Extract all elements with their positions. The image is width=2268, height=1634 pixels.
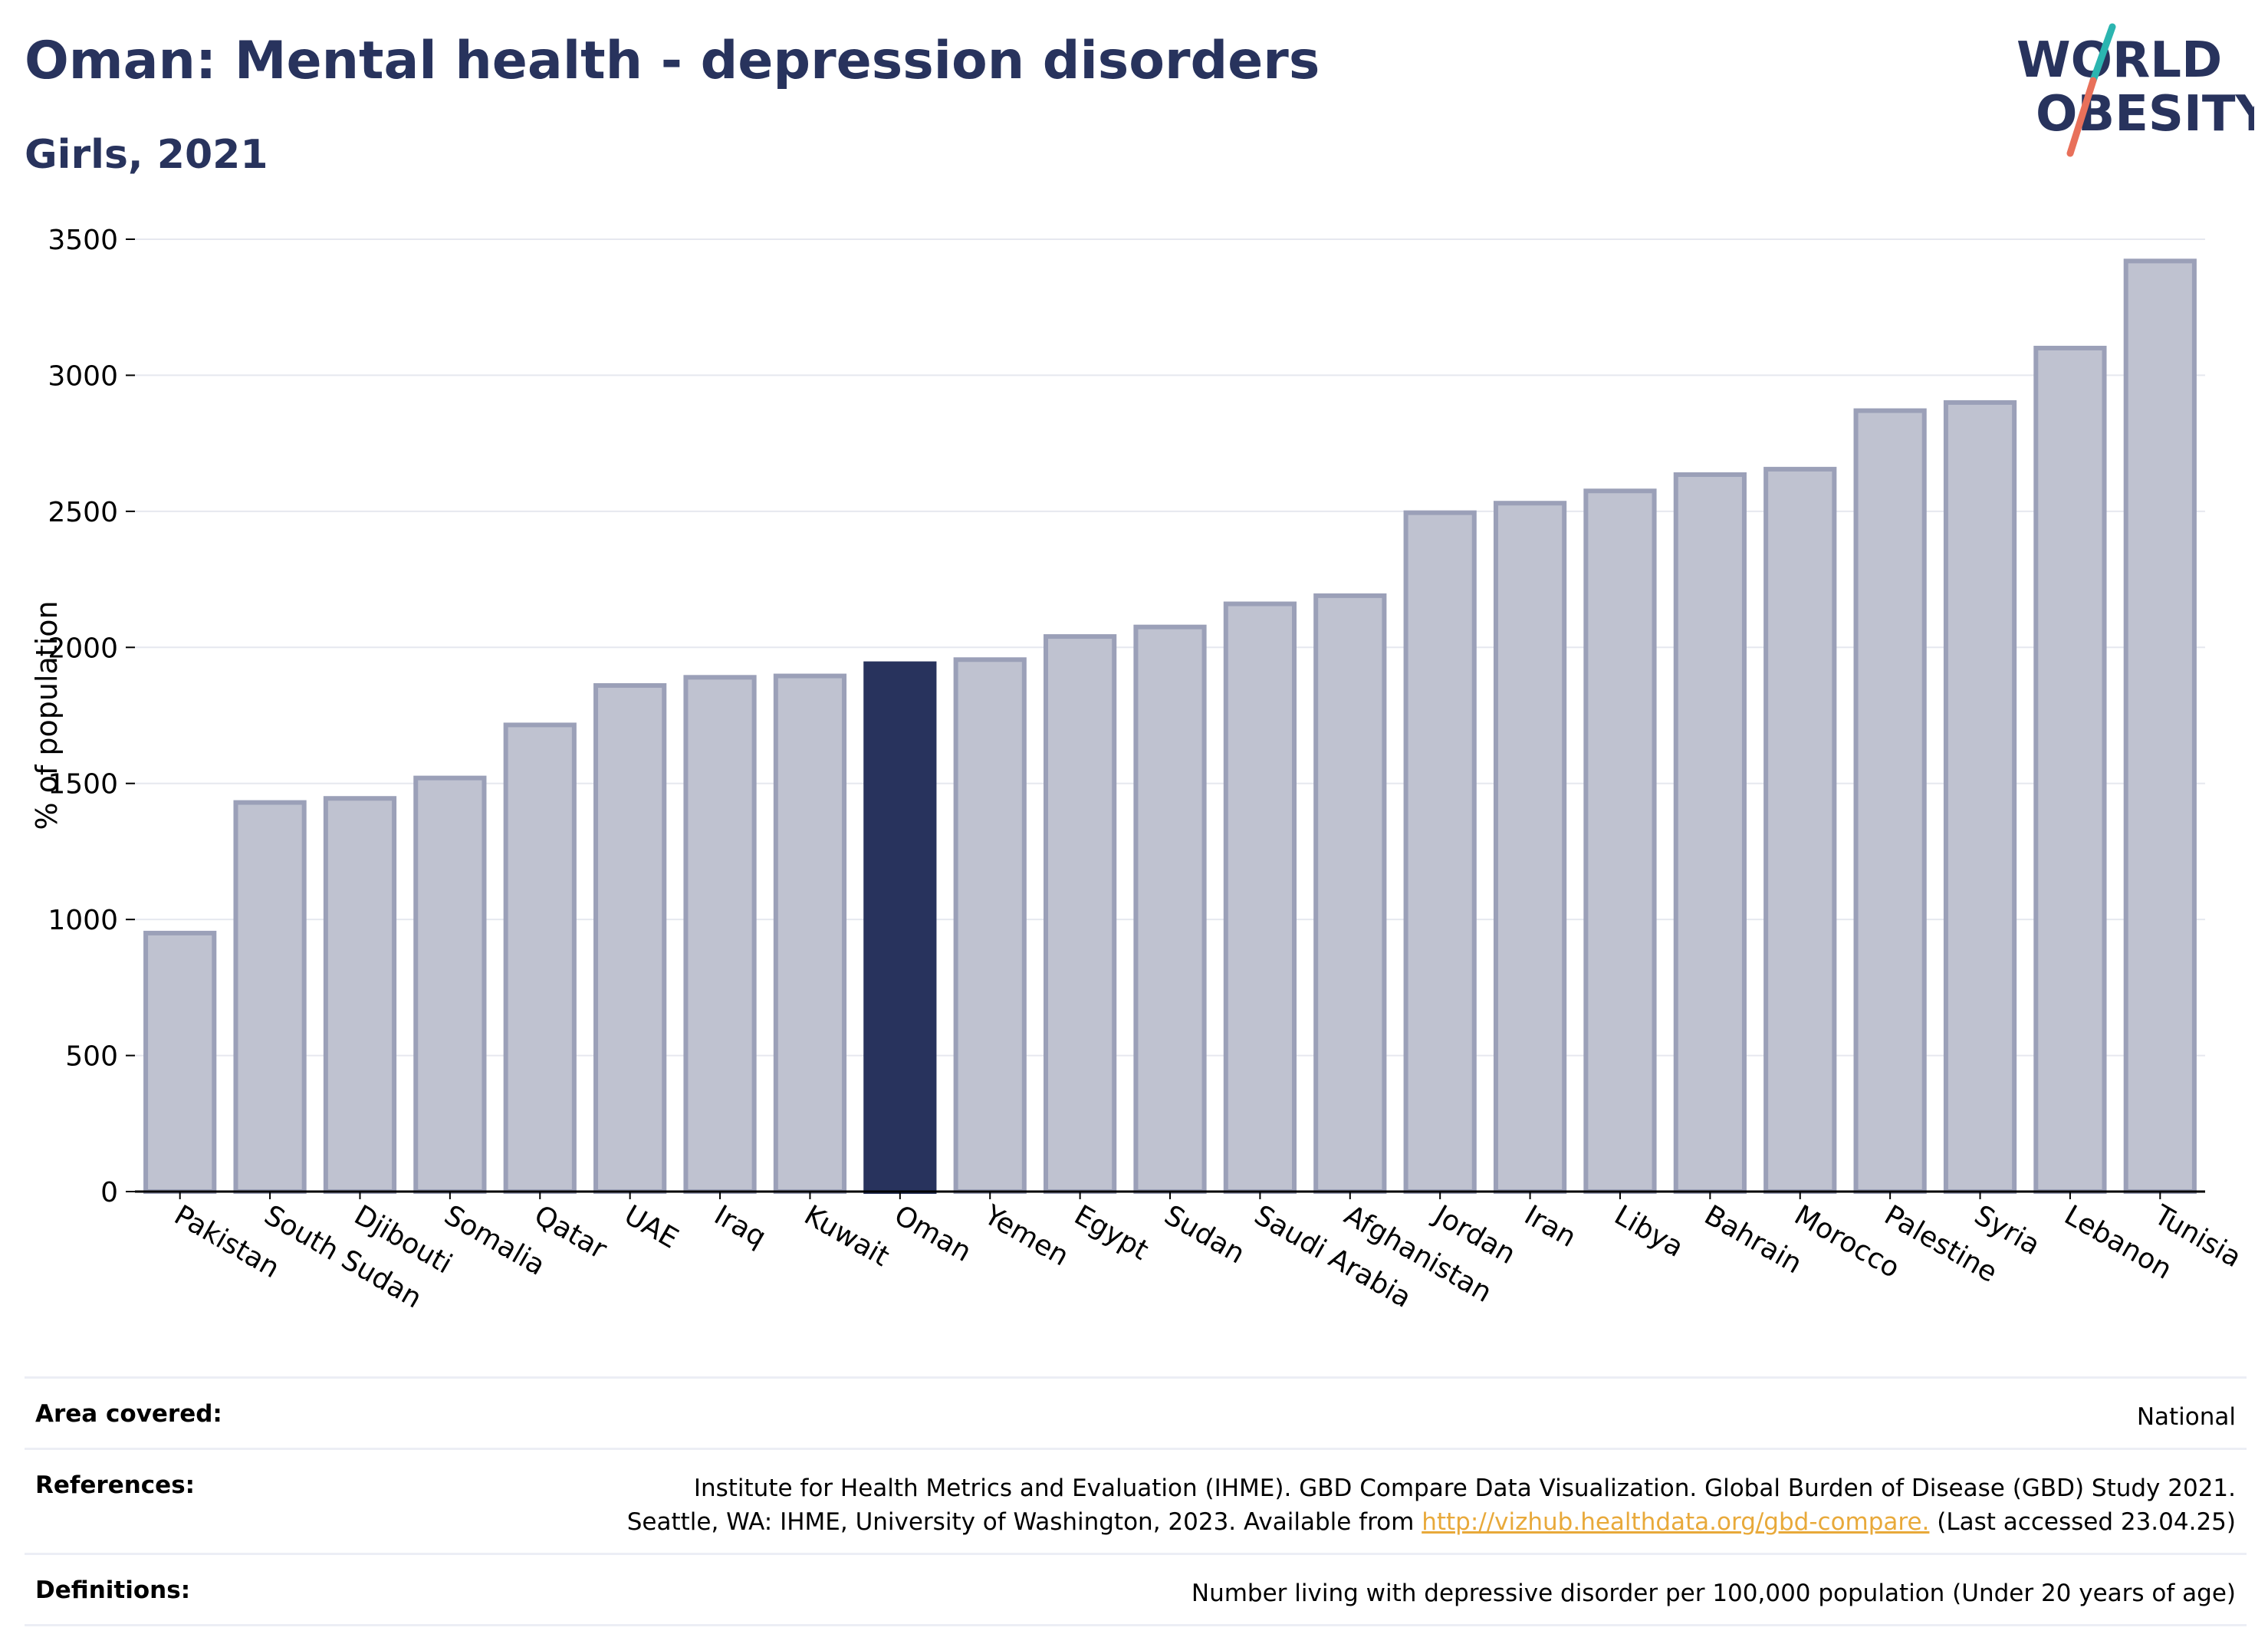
bar-yemen [953, 657, 1027, 1194]
bars [143, 258, 2197, 1195]
y-axis-label: % of population [30, 600, 64, 830]
info-row-area: Area covered: National [25, 1376, 2247, 1448]
y-tick-label: 1500 [48, 769, 118, 801]
x-tick-label-oman: Oman [889, 1199, 976, 1268]
bar-libya [1583, 488, 1657, 1194]
y-tick-label: 500 [65, 1041, 118, 1073]
references-label: References: [35, 1471, 196, 1499]
bar-iraq [683, 675, 757, 1194]
bar-djibouti [323, 796, 397, 1194]
y-tick-label: 3000 [48, 360, 118, 392]
y-tick-label: 2000 [48, 633, 118, 664]
bar-afghanistan [1313, 593, 1387, 1194]
info-row-references: References: Institute for Health Metrics… [25, 1448, 2247, 1553]
bar-syria [1943, 399, 2017, 1194]
definitions-value: Number living with depressive disorder p… [1191, 1580, 2236, 1607]
references-line1: Institute for Health Metrics and Evaluat… [693, 1475, 2236, 1502]
x-tick-label-sudan: Sudan [1159, 1199, 1251, 1270]
x-tick-label-iraq: Iraq [709, 1199, 771, 1254]
x-tick-label-somalia: Somalia [439, 1199, 550, 1282]
x-tick-label-iran: Iran [1519, 1199, 1581, 1254]
x-tick-label-libya: Libya [1609, 1199, 1688, 1264]
info-table: Area covered: National References: Insti… [25, 1376, 2247, 1626]
x-tick-label-uae: UAE [619, 1199, 683, 1254]
bar-chart: 0 500 1000 1500 2000 2500 3000 3500 PakistanSou… [30, 225, 2247, 1315]
bar-oman [863, 661, 937, 1194]
bar-uae [593, 682, 667, 1194]
references-link[interactable]: http://vizhub.healthdata.org/gbd-compare… [1422, 1508, 1930, 1536]
bar-pakistan [143, 930, 217, 1195]
info-row-definitions: Definitions: Number living with depressi… [25, 1553, 2247, 1626]
bar-iran [1493, 501, 1567, 1194]
definitions-label: Definitions: [35, 1576, 191, 1604]
logo-line1: WORLD [2017, 32, 2222, 89]
bar-sudan [1133, 624, 1207, 1194]
area-label: Area covered: [35, 1400, 222, 1428]
bar-somalia [413, 775, 487, 1194]
bar-kuwait [773, 673, 847, 1194]
y-tick-label: 3500 [48, 225, 118, 256]
x-tick-label-bahrain: Bahrain [1699, 1199, 1807, 1280]
bar-saudi-arabia [1223, 601, 1297, 1194]
chart-title: Oman: Mental health - depression disorde… [25, 31, 1320, 91]
world-obesity-logo: WORLD OBESITY [2017, 23, 2254, 157]
y-tick-label: 2500 [48, 497, 118, 528]
bar-lebanon [2033, 345, 2107, 1194]
y-tick-label: 1000 [48, 905, 118, 936]
bar-jordan [1403, 510, 1477, 1194]
bar-bahrain [1673, 472, 1747, 1194]
area-value: National [2136, 1403, 2236, 1431]
references-line2-pre: Seattle, WA: IHME, University of Washing… [626, 1508, 1422, 1536]
chart-subtitle: Girls, 2021 [25, 132, 268, 178]
bar-palestine [1853, 408, 1927, 1194]
x-tick-label-yemen: Yemen [978, 1199, 1074, 1273]
y-tick-label: 0 [100, 1177, 118, 1208]
x-tick-label-kuwait: Kuwait [799, 1199, 895, 1273]
bar-qatar [503, 722, 577, 1194]
references-line2-post: (Last accessed 23.04.25) [1929, 1508, 2236, 1536]
bar-tunisia [2123, 258, 2197, 1195]
x-tick-label-egypt: Egypt [1069, 1199, 1153, 1266]
logo-line2: OBESITY [2036, 86, 2254, 143]
bar-morocco [1763, 466, 1837, 1194]
y-tick-labels: 0 500 1000 1500 2000 2500 3000 3500 [48, 225, 135, 1208]
bar-south-sudan [233, 800, 307, 1195]
references-value: Institute for Health Metrics and Evaluat… [627, 1471, 2247, 1539]
bar-egypt [1044, 634, 1117, 1194]
